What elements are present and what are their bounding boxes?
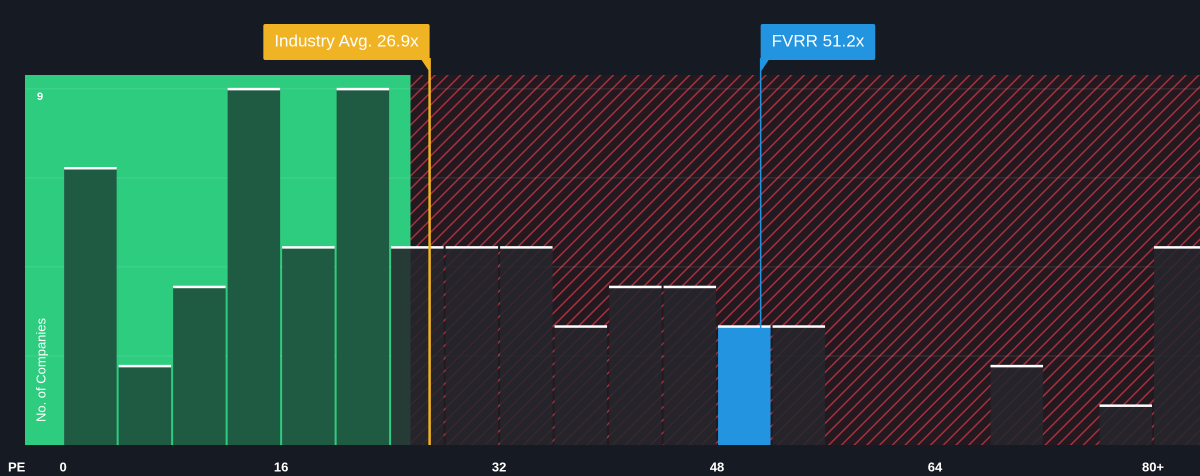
x-axis-label: PE xyxy=(8,459,26,474)
x-tick-label: 80+ xyxy=(1142,459,1164,474)
x-tick-label: 32 xyxy=(492,459,506,474)
bar xyxy=(609,286,662,445)
bar-top xyxy=(64,166,117,170)
bar-group xyxy=(118,364,172,445)
bar-group xyxy=(173,285,226,445)
bar-top xyxy=(173,285,226,289)
bar-top xyxy=(772,325,826,328)
bar-group xyxy=(1154,246,1200,445)
bar-group xyxy=(990,364,1044,445)
annotation-box xyxy=(760,24,876,60)
x-tick-label: 64 xyxy=(928,459,943,474)
bar-group xyxy=(609,285,662,445)
bar-top xyxy=(227,87,281,91)
bar xyxy=(1099,405,1152,445)
y-tick-label: 9 xyxy=(37,91,43,103)
x-tick-label: 16 xyxy=(274,459,288,474)
bar-top xyxy=(663,285,717,289)
bar-top xyxy=(391,246,444,249)
bar-top xyxy=(445,246,499,249)
bar xyxy=(282,247,335,445)
bar xyxy=(445,247,499,445)
x-tick-label: 48 xyxy=(710,459,724,474)
bar-group xyxy=(227,87,281,445)
bar xyxy=(64,167,117,445)
bar-group xyxy=(64,166,117,445)
bar-group xyxy=(500,246,553,445)
bar-top xyxy=(1154,246,1200,249)
bar-top xyxy=(990,364,1044,368)
bar xyxy=(663,286,717,445)
x-tick-label: 0 xyxy=(60,459,67,474)
bar xyxy=(554,326,608,445)
bar-top xyxy=(609,285,662,289)
bar-group xyxy=(391,246,444,445)
annotation-pointer xyxy=(760,60,769,72)
annotation-label: FVRR 51.2x xyxy=(772,31,865,50)
bar-top xyxy=(718,325,771,328)
bar-top xyxy=(282,246,335,249)
bar-group xyxy=(663,285,717,445)
bar-top xyxy=(500,246,553,249)
bar xyxy=(227,88,281,445)
bar-group xyxy=(336,87,390,445)
bar xyxy=(336,88,390,445)
annotation-pointer xyxy=(421,60,430,72)
y-axis-label: No. of Companies xyxy=(33,317,48,422)
bar xyxy=(718,326,771,445)
bar-group xyxy=(445,246,499,445)
bar-top xyxy=(336,87,390,91)
bar-top xyxy=(118,364,172,368)
bar xyxy=(500,247,553,445)
bar xyxy=(173,286,226,445)
bar-group xyxy=(1099,404,1152,445)
bar-group xyxy=(554,325,608,445)
bar xyxy=(990,365,1044,445)
bar xyxy=(1154,247,1200,445)
bar xyxy=(772,326,826,445)
annotation-box xyxy=(263,24,430,60)
bar xyxy=(391,247,444,445)
bar xyxy=(118,365,172,445)
bar-group xyxy=(718,325,771,445)
bar-group xyxy=(282,246,335,445)
annotation-label: Industry Avg. 26.9x xyxy=(274,31,419,50)
bar-top xyxy=(554,325,608,328)
bar-group xyxy=(772,325,826,445)
bar-top xyxy=(1099,404,1152,407)
